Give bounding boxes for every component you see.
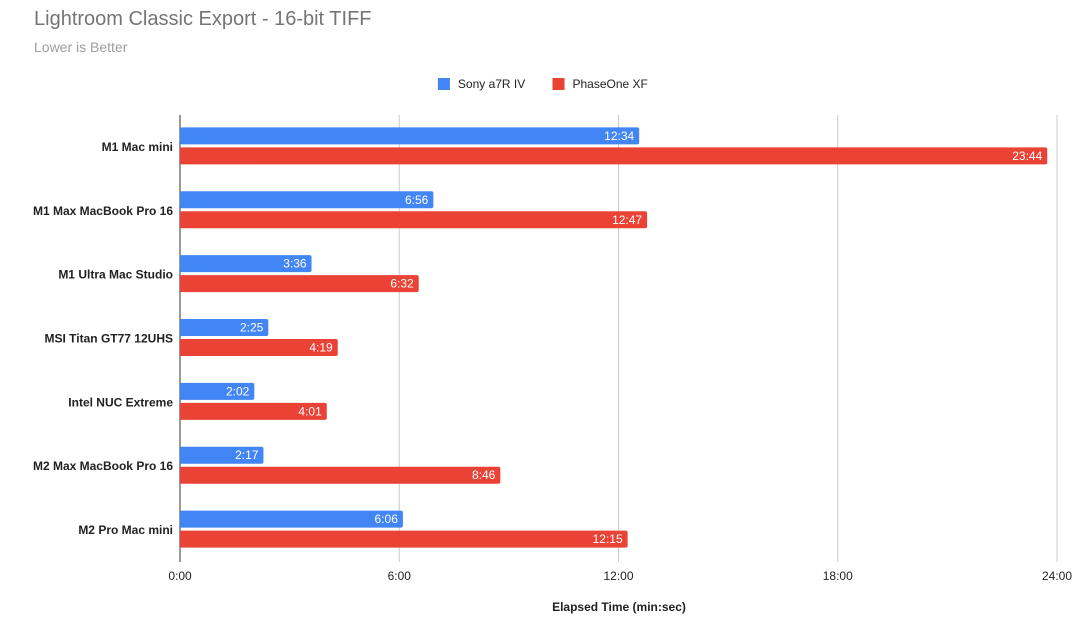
bar-phaseone — [180, 339, 338, 356]
bar-sony — [180, 382, 255, 400]
category-label: M1 Mac mini — [102, 140, 173, 154]
bar-sony — [180, 191, 434, 209]
bar-phaseone — [180, 275, 419, 293]
data-label: 12:15 — [593, 532, 623, 546]
category-label: M2 Pro Mac mini — [78, 523, 173, 537]
data-label: 23:44 — [1012, 149, 1042, 163]
data-label: 6:06 — [375, 512, 399, 526]
bar-phaseone — [180, 147, 1048, 165]
bar-sony — [180, 127, 640, 145]
bar-phaseone — [180, 402, 327, 420]
legend-swatch — [437, 78, 450, 90]
x-tick-label: 12:00 — [603, 569, 633, 583]
category-label: Intel NUC Extreme — [68, 395, 173, 409]
data-label: 12:34 — [604, 129, 634, 143]
data-label: 4:01 — [298, 404, 322, 418]
category-label: MSI Titan GT77 12UHS — [45, 332, 173, 346]
x-tick-label: 18:00 — [823, 569, 853, 583]
data-label: 6:56 — [405, 193, 429, 207]
data-label: 12:47 — [612, 213, 642, 227]
bar-phaseone — [180, 211, 648, 229]
data-label: 2:02 — [226, 384, 250, 398]
category-label: M2 Max MacBook Pro 16 — [33, 459, 173, 473]
legend-label: Sony a7R IV — [458, 77, 525, 91]
bar-sony — [180, 446, 264, 464]
data-label: 6:32 — [390, 277, 414, 291]
bar-sony — [180, 510, 403, 528]
category-label: M1 Max MacBook Pro 16 — [33, 204, 173, 218]
chart-subtitle: Lower is Better — [34, 39, 128, 55]
legend-swatch — [552, 78, 565, 90]
chart-title: Lightroom Classic Export - 16-bit TIFF — [34, 8, 372, 30]
x-tick-label: 0:00 — [168, 569, 192, 583]
data-label: 3:36 — [283, 257, 307, 271]
data-label: 2:25 — [240, 321, 264, 335]
bar-phaseone — [180, 466, 501, 484]
data-label: 8:46 — [472, 468, 496, 482]
x-axis-title: Elapsed Time (min:sec) — [552, 600, 686, 614]
category-label: M1 Ultra Mac Studio — [58, 268, 173, 282]
x-tick-label: 6:00 — [388, 569, 412, 583]
legend-label: PhaseOne XF — [573, 77, 648, 91]
data-label: 4:19 — [309, 341, 333, 355]
bar-phaseone — [180, 530, 628, 548]
x-tick-label: 24:00 — [1042, 569, 1072, 583]
bar-sony — [180, 319, 269, 336]
bar-sony — [180, 255, 312, 273]
data-label: 2:17 — [235, 448, 259, 462]
